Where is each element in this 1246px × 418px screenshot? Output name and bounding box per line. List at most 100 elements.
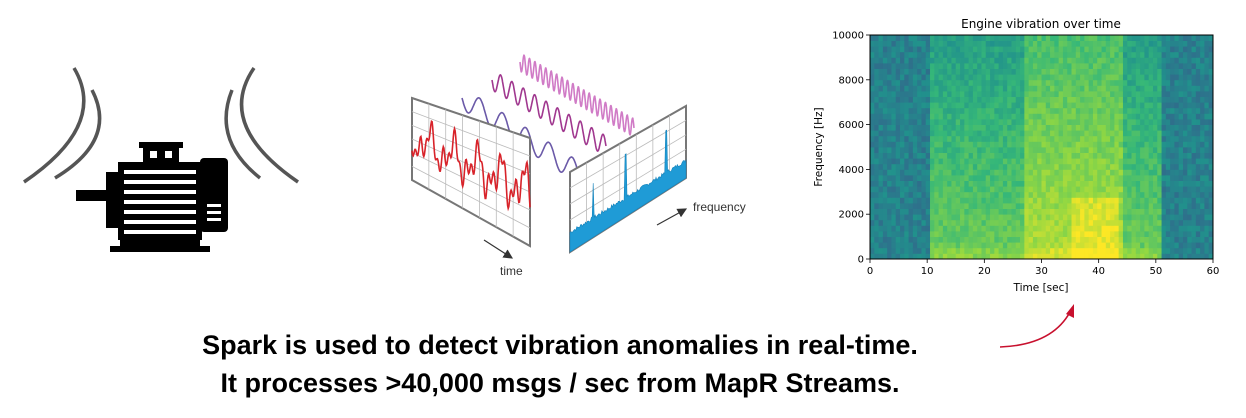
heatmap-cell xyxy=(1032,46,1038,53)
heatmap-cell xyxy=(1127,180,1132,187)
heatmap-cell xyxy=(1071,63,1077,69)
heatmap-cell xyxy=(1075,124,1081,131)
heatmap-cell xyxy=(1097,102,1102,109)
heatmap-cell xyxy=(1105,236,1111,243)
heatmap-cell xyxy=(1084,102,1090,109)
heatmap-cell xyxy=(1011,135,1017,142)
heatmap-cell xyxy=(955,180,961,187)
heatmap-cell xyxy=(1020,113,1025,120)
heatmap-cell xyxy=(1011,102,1017,109)
heatmap-cell xyxy=(1067,57,1072,64)
heatmap-cell xyxy=(934,247,939,254)
heatmap-cell xyxy=(1075,197,1081,204)
heatmap-cell xyxy=(990,175,995,181)
heatmap-cell xyxy=(990,231,995,237)
heatmap-cell xyxy=(1097,130,1102,137)
heatmap-cell xyxy=(891,219,897,226)
heatmap-cell xyxy=(942,247,948,254)
heatmap-cell xyxy=(1105,135,1111,142)
heatmap-cell xyxy=(1165,208,1171,215)
heatmap-cell xyxy=(1088,169,1094,176)
heatmap-cell xyxy=(1032,197,1038,204)
heatmap-cell xyxy=(938,35,944,41)
heatmap-cell xyxy=(1062,135,1068,142)
heatmap-cell xyxy=(942,63,948,69)
heatmap-cell xyxy=(882,102,888,109)
heatmap-cell xyxy=(895,85,901,92)
heatmap-cell xyxy=(951,191,957,198)
heatmap-cell xyxy=(1041,231,1047,237)
heatmap-cell xyxy=(960,135,965,142)
heatmap-cell xyxy=(1015,152,1021,159)
heatmap-cell xyxy=(1114,163,1120,170)
heatmap-cell xyxy=(1122,175,1128,181)
heatmap-cell xyxy=(1178,231,1184,237)
heatmap-cell xyxy=(904,152,909,159)
heatmap-cell xyxy=(1174,113,1180,120)
heatmap-cell xyxy=(930,102,935,109)
heatmap-cell xyxy=(1015,208,1021,215)
heatmap-cell xyxy=(887,231,892,237)
heatmap-cell xyxy=(887,96,892,103)
heatmap-cell xyxy=(951,102,957,109)
heatmap-cell xyxy=(1191,107,1197,114)
heatmap-cell xyxy=(951,96,957,103)
heatmap-cell xyxy=(1032,63,1038,69)
heatmap-cell xyxy=(1195,91,1201,97)
heatmap-cell xyxy=(1208,147,1214,153)
heatmap-cell xyxy=(1148,40,1154,47)
heatmap-cell xyxy=(1110,79,1115,86)
heatmap-cell xyxy=(1204,79,1210,86)
heatmap-cell xyxy=(1041,219,1047,226)
heatmap-cell xyxy=(1105,107,1111,114)
heatmap-cell xyxy=(1007,225,1012,232)
heatmap-cell xyxy=(951,113,957,120)
heatmap-cell xyxy=(1028,74,1034,81)
heatmap-cell xyxy=(882,119,888,125)
heatmap-cell xyxy=(1178,208,1184,215)
heatmap-cell xyxy=(1131,79,1137,86)
heatmap-cell xyxy=(1011,63,1017,69)
heatmap-cell xyxy=(1118,40,1124,47)
heatmap-cell xyxy=(964,113,970,120)
heatmap-cell xyxy=(1007,130,1012,137)
heatmap-cell xyxy=(1037,74,1042,81)
heatmap-cell xyxy=(1011,247,1017,254)
heatmap-cell xyxy=(998,96,1004,103)
heatmap-cell xyxy=(1088,203,1094,209)
heatmap-cell xyxy=(1161,208,1167,215)
heatmap-cell xyxy=(925,191,931,198)
heatmap-cell xyxy=(1007,63,1012,69)
heatmap-cell xyxy=(964,124,970,131)
heatmap-cell xyxy=(1165,113,1171,120)
vibration-arc-icon xyxy=(23,67,86,184)
heatmap-cell xyxy=(912,219,918,226)
heatmap-cell xyxy=(1088,135,1094,142)
heatmap-cell xyxy=(951,208,957,215)
heatmap-cell xyxy=(1118,253,1124,260)
heatmap-cell xyxy=(1178,113,1184,120)
heatmap-cell xyxy=(1062,175,1068,181)
heatmap-cell xyxy=(1105,242,1111,249)
heatmap-cell xyxy=(1174,152,1180,159)
heatmap-cell xyxy=(900,186,905,193)
heatmap-cell xyxy=(1135,169,1141,176)
heatmap-cell xyxy=(981,169,987,176)
heatmap-cell xyxy=(1191,63,1197,69)
heatmap-cell xyxy=(1114,68,1120,75)
heatmap-cell xyxy=(1007,197,1012,204)
heatmap-cell xyxy=(1092,169,1098,176)
heatmap-cell xyxy=(998,63,1004,69)
heatmap-cell xyxy=(1174,191,1180,198)
heatmap-cell xyxy=(1204,74,1210,81)
heatmap-cell xyxy=(977,152,982,159)
heatmap-cell xyxy=(977,102,982,109)
heatmap-cell xyxy=(1182,57,1188,64)
heatmap-cell xyxy=(1062,253,1068,260)
heatmap-cell xyxy=(1080,242,1085,249)
heatmap-cell xyxy=(904,253,909,260)
heatmap-cell xyxy=(1015,141,1021,148)
heatmap-cell xyxy=(1045,186,1051,193)
heatmap-cell xyxy=(1050,197,1055,204)
heatmap-cell xyxy=(1174,141,1180,148)
